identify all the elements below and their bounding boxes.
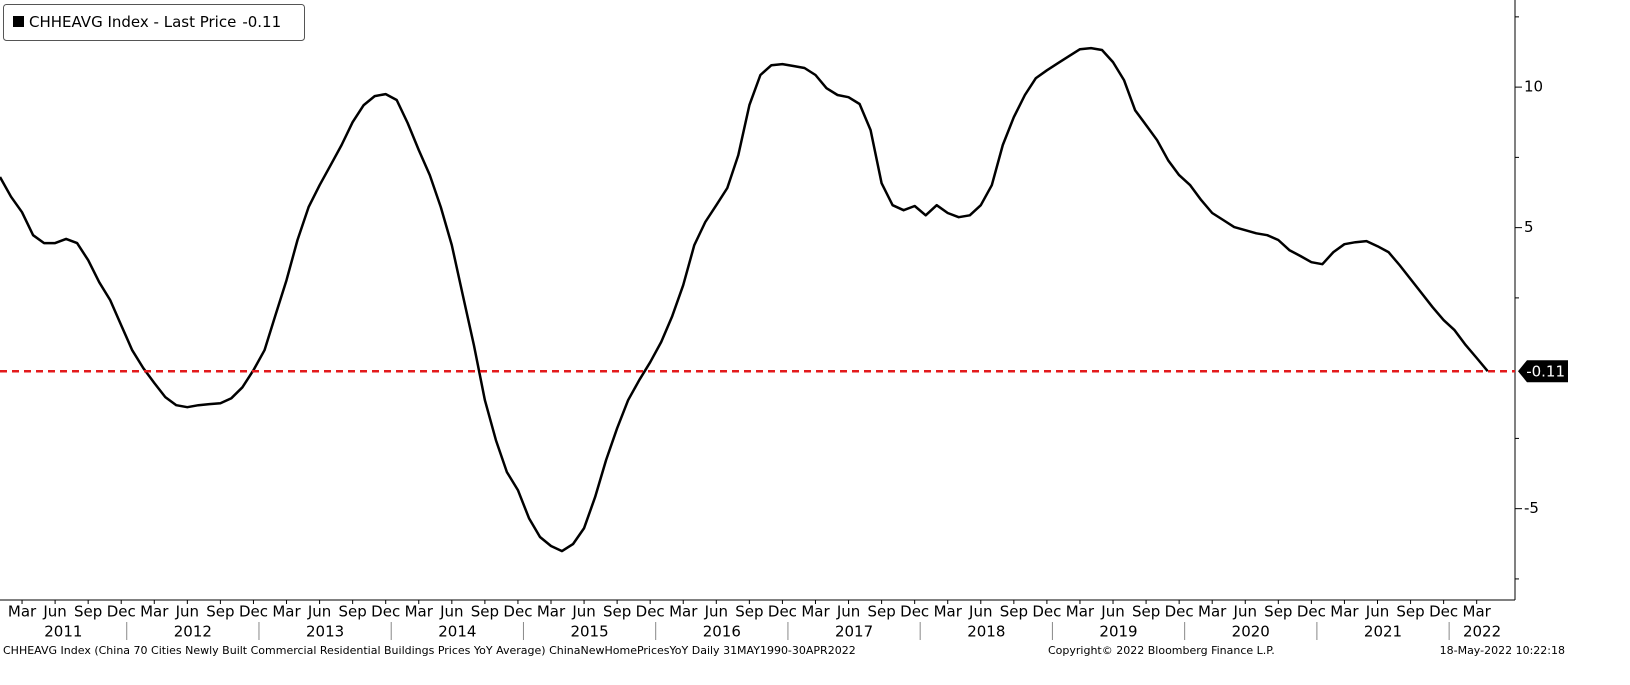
x-tick-label: Dec [768,603,797,621]
legend-label: CHHEAVG Index - Last Price [29,13,236,31]
line-series [0,46,1489,553]
year-label: 2020 [1232,623,1270,641]
x-tick-label: Mar [1330,603,1359,621]
year-label: 2021 [1364,623,1402,641]
year-label: 2018 [967,623,1005,641]
x-tick-label: Dec [636,603,665,621]
x-tick-label: Sep [1000,603,1028,621]
x-tick-label: Sep [471,603,499,621]
y-tick-label: 10 [1524,78,1543,96]
year-label: 2011 [44,623,82,641]
x-tick-label: Sep [735,603,763,621]
x-tick-label: Dec [107,603,136,621]
x-tick-label: Mar [934,603,963,621]
x-tick-label: Jun [1365,603,1389,621]
x-tick-label: Sep [867,603,895,621]
legend-text: CHHEAVG Index - Last Price -0.11 [29,13,281,31]
last-price-tag [1518,360,1568,383]
x-tick-label: Mar [1463,603,1492,621]
year-label: 2022 [1463,623,1501,641]
x-tick-label: Sep [206,603,234,621]
x-tick-label: Jun [307,603,331,621]
x-tick-label: Mar [801,603,830,621]
legend-swatch [13,16,24,27]
year-label: 2015 [570,623,608,641]
x-tick-label: Mar [1198,603,1227,621]
x-tick-label: Dec [1429,603,1458,621]
y-tick-label: -5 [1524,499,1539,517]
footnote: CHHEAVG Index (China 70 Cities Newly Bui… [3,644,856,657]
legend-last-value: -0.11 [242,13,281,31]
year-label: 2014 [438,623,476,641]
x-tick-label: Dec [900,603,929,621]
x-tick-label: Mar [272,603,301,621]
x-tick-label: Mar [140,603,169,621]
x-tick-label: Jun [1100,603,1124,621]
x-tick-label: Dec [1297,603,1326,621]
year-label: 2017 [835,623,873,641]
x-tick-label: Jun [1233,603,1257,621]
x-tick-label: Sep [74,603,102,621]
x-tick-label: Sep [603,603,631,621]
timestamp: 18-May-2022 10:22:18 [1440,644,1565,657]
year-label: 2012 [174,623,212,641]
x-tick-label: Jun [968,603,992,621]
x-tick-label: Jun [704,603,728,621]
x-tick-label: Jun [439,603,463,621]
x-tick-label: Mar [8,603,37,621]
x-tick-label: Mar [669,603,698,621]
x-tick-label: Sep [338,603,366,621]
x-tick-label: Mar [537,603,566,621]
x-tick-label: Sep [1264,603,1292,621]
x-tick-label: Mar [1066,603,1095,621]
x-tick-label: Dec [239,603,268,621]
x-tick-label: Sep [1396,603,1424,621]
x-tick-label: Jun [571,603,595,621]
last-price-label: -0.11 [1526,363,1565,381]
x-tick-label: Dec [371,603,400,621]
y-tick-label: 5 [1524,218,1534,236]
x-tick-label: Jun [42,603,66,621]
x-tick-label: Dec [1032,603,1061,621]
x-tick-label: Mar [405,603,434,621]
x-tick-label: Dec [1165,603,1194,621]
copyright: Copyright© 2022 Bloomberg Finance L.P. [1048,644,1275,657]
x-tick-label: Jun [836,603,860,621]
x-tick-label: Sep [1132,603,1160,621]
x-tick-label: Jun [175,603,199,621]
year-label: 2013 [306,623,344,641]
year-label: 2016 [703,623,741,641]
year-label: 2019 [1099,623,1137,641]
legend-box [3,4,305,41]
x-tick-label: Dec [503,603,532,621]
